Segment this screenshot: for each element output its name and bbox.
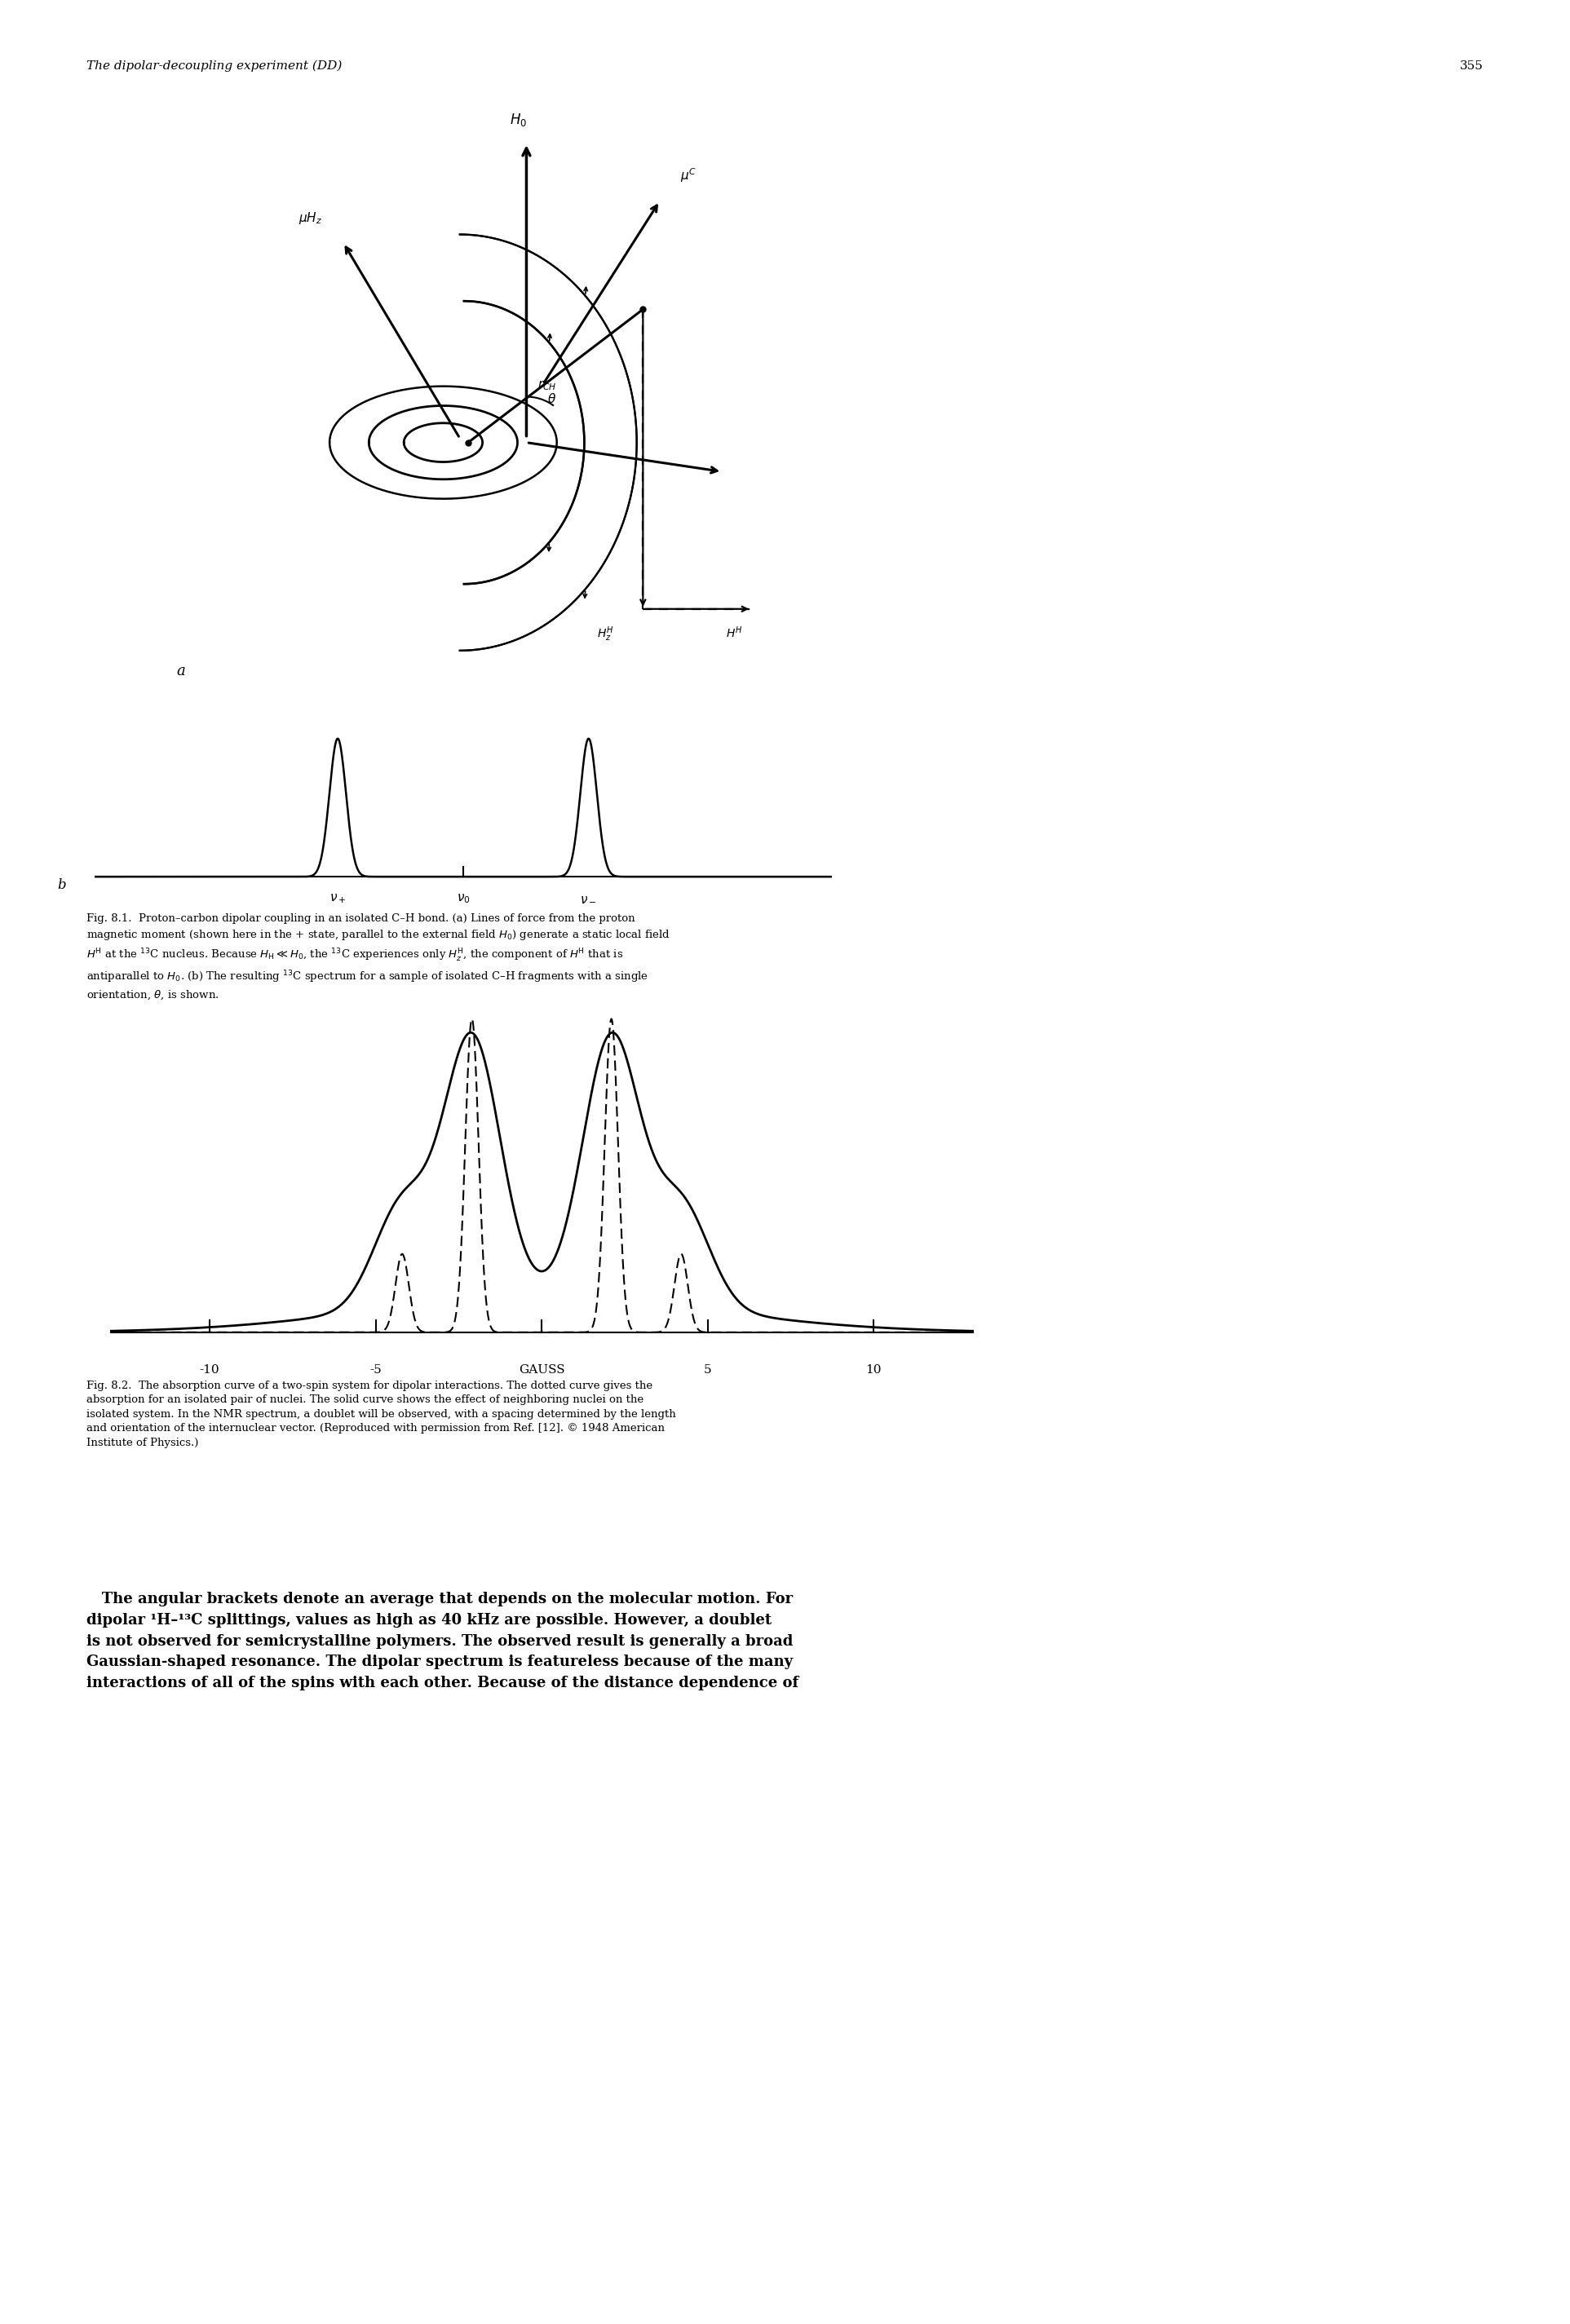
Text: $r_{CH}$: $r_{CH}$ <box>537 379 557 393</box>
Text: b: b <box>57 878 66 892</box>
Text: -10: -10 <box>199 1364 220 1376</box>
Text: The angular brackets denote an average that depends on the molecular motion. For: The angular brackets denote an average t… <box>86 1592 799 1690</box>
Text: The dipolar-decoupling experiment (DD): The dipolar-decoupling experiment (DD) <box>86 60 342 72</box>
Text: 355: 355 <box>1460 60 1484 72</box>
Text: 10: 10 <box>865 1364 882 1376</box>
Text: Fig. 8.1.  Proton–carbon dipolar coupling in an isolated C–H bond. (a) Lines of : Fig. 8.1. Proton–carbon dipolar coupling… <box>86 913 670 1002</box>
Text: $\nu_0$: $\nu_0$ <box>457 892 469 906</box>
Text: $\mu H_z$: $\mu H_z$ <box>298 211 322 225</box>
Text: $H_z^H$: $H_z^H$ <box>597 625 614 644</box>
Text: $\theta$: $\theta$ <box>548 393 556 404</box>
Text: $H^H$: $H^H$ <box>727 625 743 641</box>
Text: 5: 5 <box>703 1364 711 1376</box>
Text: -5: -5 <box>369 1364 382 1376</box>
Text: $H_0$: $H_0$ <box>510 112 526 128</box>
Text: $\nu_+$: $\nu_+$ <box>330 892 345 906</box>
Text: GAUSS: GAUSS <box>518 1364 565 1376</box>
Text: $\mu^C$: $\mu^C$ <box>680 167 697 184</box>
Text: $\nu_-$: $\nu_-$ <box>581 892 597 904</box>
Text: a: a <box>177 665 185 679</box>
Text: Fig. 8.2.  The absorption curve of a two-spin system for dipolar interactions. T: Fig. 8.2. The absorption curve of a two-… <box>86 1380 675 1448</box>
